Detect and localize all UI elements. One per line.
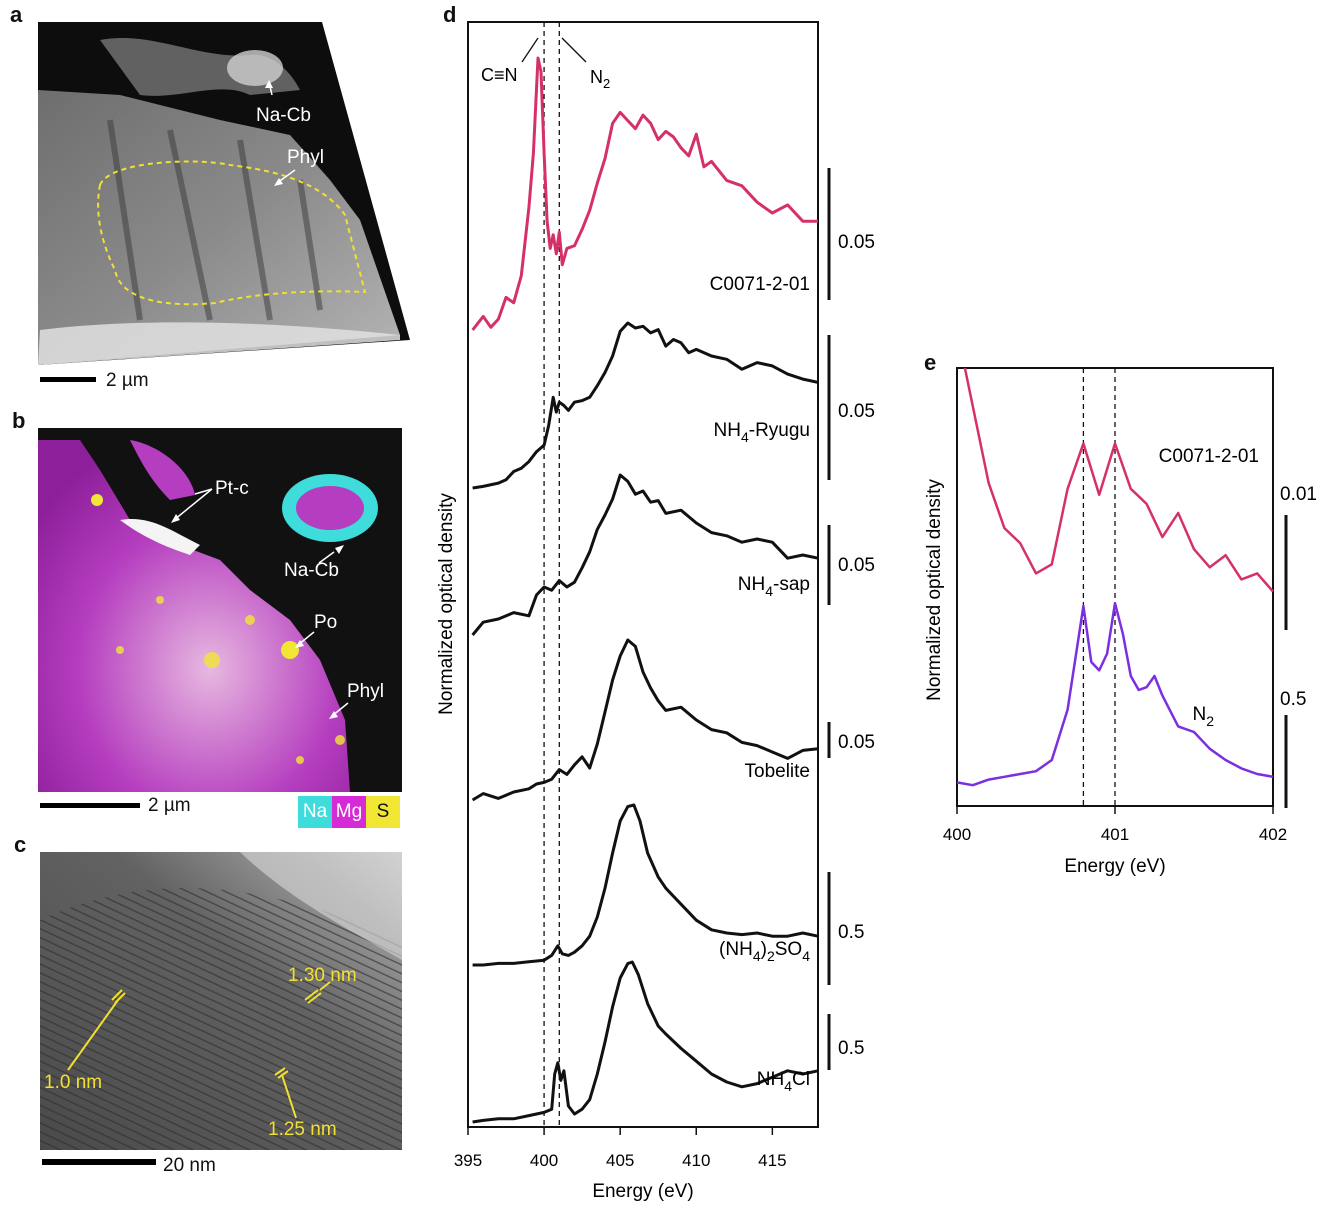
series-line-d-4 — [472, 803, 819, 967]
n2-main: N — [590, 67, 603, 87]
phyl-annotation: Phyl — [287, 147, 324, 168]
series-label-d-1: NH4-Ryugu — [714, 420, 811, 445]
scale-value-d-3: 0.05 — [838, 732, 875, 753]
scale-bar-c — [42, 1159, 156, 1165]
y-axis-label-e: Normalized optical density — [924, 479, 945, 701]
scale-label-c: 20 nm — [163, 1155, 216, 1176]
panel-c-hrtem — [40, 852, 402, 1150]
panel-a-label: a — [10, 2, 23, 27]
series-label-d-2: NH4-sap — [738, 574, 810, 599]
series-label-d-3: Tobelite — [745, 761, 811, 782]
x-tick-label-d-0: 395 — [454, 1151, 482, 1170]
x-tick-label-d-4: 415 — [758, 1151, 786, 1170]
scale-value-d-1: 0.05 — [838, 401, 875, 422]
x-tick-label-e-1: 401 — [1101, 825, 1129, 844]
x-tick-label-e-0: 400 — [943, 825, 971, 844]
x-tick-label-d-1: 400 — [530, 1151, 558, 1170]
cn-annotation: C≡N — [481, 65, 518, 85]
x-tick-label-e-2: 402 — [1259, 825, 1287, 844]
series-line-d-0 — [471, 56, 818, 331]
scale-label-a: 2 µm — [106, 370, 149, 391]
x-tick-label-d-2: 405 — [606, 1151, 634, 1170]
plot-frame-d — [467, 21, 819, 1128]
scale-value-e-1: 0.5 — [1280, 689, 1306, 710]
x-axis-label-d: Energy (eV) — [592, 1181, 693, 1202]
scale-bar-b — [40, 803, 140, 808]
x-axis-label-e: Energy (eV) — [1064, 856, 1165, 877]
scale-label-b: 2 µm — [148, 795, 191, 816]
d10-annotation: 1.0 nm — [44, 1072, 103, 1093]
phyl-annotation-b: Phyl — [347, 681, 384, 702]
nacb-annotation: Na-Cb — [256, 105, 311, 126]
y-axis-label-d: Normalized optical density — [436, 493, 457, 715]
xanes-chart-d: Normalized optical density Energy (eV) C… — [436, 21, 875, 1202]
panel-a-micrograph — [38, 22, 410, 365]
panel-c-label: c — [14, 832, 27, 857]
po-annotation: Po — [314, 612, 338, 633]
legend-mg: Mg — [332, 796, 366, 828]
series-line-e-1 — [956, 601, 1274, 787]
scale-value-d-4: 0.5 — [838, 922, 864, 943]
scale-value-d-2: 0.05 — [838, 555, 875, 576]
series-line-d-3 — [471, 638, 819, 802]
ptc-annotation: Pt-c — [215, 478, 249, 499]
xanes-chart-e: Normalized optical density Energy (eV) C… — [924, 367, 1317, 877]
scale-value-e-0: 0.01 — [1280, 484, 1317, 505]
n2-annotation: N2 — [590, 67, 610, 91]
series-line-d-5 — [472, 960, 819, 1124]
scale-value-d-5: 0.5 — [838, 1038, 864, 1059]
legend-na: Na — [298, 796, 332, 828]
panel-b-eds-map — [38, 428, 402, 792]
d130-annotation: 1.30 nm — [288, 965, 357, 986]
nacb-annotation-b: Na-Cb — [284, 560, 339, 581]
series-line-d-2 — [471, 473, 819, 636]
series-label-d-0: C0071-2-01 — [710, 274, 810, 295]
scale-bar-a — [40, 377, 96, 382]
element-legend: Na Mg S — [298, 796, 400, 828]
scale-value-d-0: 0.05 — [838, 232, 875, 253]
series-label-d-4: (NH4)2SO4 — [719, 939, 810, 964]
series-label-d-5: NH4Cl — [757, 1069, 810, 1094]
legend-s: S — [366, 796, 400, 828]
phyl-outline — [97, 160, 367, 306]
panel-b-label: b — [12, 408, 26, 433]
panel-d-label: d — [443, 2, 457, 27]
panel-e-label: e — [924, 350, 937, 375]
series-label-e-1: N2 — [1192, 704, 1214, 729]
series-label-e-0: C0071-2-01 — [1159, 446, 1259, 467]
x-tick-label-d-3: 410 — [682, 1151, 710, 1170]
n2-sub: 2 — [603, 76, 610, 91]
series-line-d-1 — [472, 321, 819, 490]
d125-annotation: 1.25 nm — [268, 1119, 337, 1140]
series-line-e-0 — [963, 367, 1274, 593]
